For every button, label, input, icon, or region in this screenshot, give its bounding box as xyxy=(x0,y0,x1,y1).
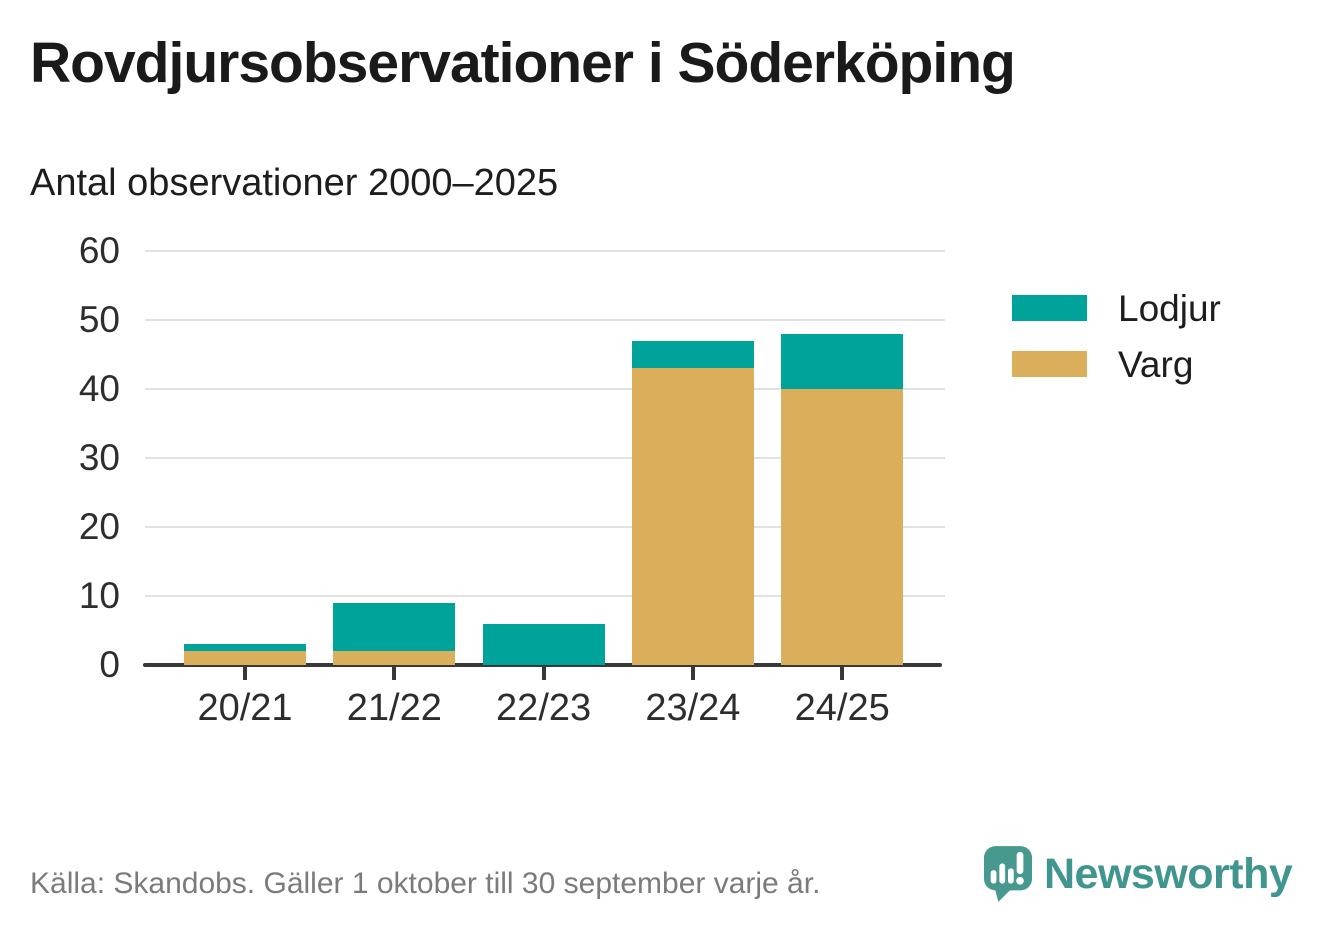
y-tick-label: 50 xyxy=(78,299,120,340)
y-tick-label: 10 xyxy=(78,575,120,616)
bar-varg-21-22 xyxy=(333,651,456,665)
bar-lodjur-24-25 xyxy=(781,333,904,389)
bar-lodjur-22-23 xyxy=(482,623,605,665)
y-tick-label: 40 xyxy=(78,368,120,409)
gridline-30 xyxy=(145,457,945,459)
y-tick-label: 30 xyxy=(78,437,120,478)
y-tick-label: 20 xyxy=(78,506,120,547)
legend-label: Lodjur xyxy=(1118,287,1221,329)
bar-lodjur-21-22 xyxy=(333,602,456,652)
x-axis-tick xyxy=(392,667,397,680)
bar-varg-24-25 xyxy=(781,389,904,665)
gridline-20 xyxy=(145,526,945,528)
brand-name: Newsworthy xyxy=(1044,850,1293,898)
x-tick-label: 24/25 xyxy=(794,687,890,729)
bar-lodjur-20-21 xyxy=(184,644,306,652)
brand-logo: Newsworthy xyxy=(983,845,1293,903)
bar-lodjur-23-24 xyxy=(631,340,754,369)
x-axis-line xyxy=(143,663,942,667)
y-tick-label: 60 xyxy=(78,230,120,271)
x-axis-tick xyxy=(243,667,247,680)
bar-varg-23-24 xyxy=(631,368,754,665)
x-tick-label: 20/21 xyxy=(197,687,293,729)
newsworthy-logo-icon xyxy=(983,846,1033,902)
legend-swatch-lodjur xyxy=(1012,295,1087,321)
x-axis-tick xyxy=(840,667,845,680)
x-tick-label: 22/23 xyxy=(496,687,592,729)
bar-varg-20-21 xyxy=(184,651,306,665)
chart-title: Rovdjursobservationer i Söderköping xyxy=(30,31,1016,95)
legend-item-lodjur: Lodjur xyxy=(1012,290,1221,327)
legend-label: Varg xyxy=(1118,343,1194,385)
x-tick-label: 21/22 xyxy=(346,687,442,729)
x-axis-tick xyxy=(541,667,546,680)
y-tick-label: 0 xyxy=(99,644,120,685)
plot-area: 0 10 20 30 40 50 60 20/21 21/22 22/23 23/24 24/25 xyxy=(79,232,945,727)
chart-subtitle: Antal observationer 2000–2025 xyxy=(30,162,559,204)
x-tick-label: 23/24 xyxy=(645,687,741,729)
gridline-10 xyxy=(145,595,945,597)
gridline-60 xyxy=(145,250,945,252)
source-note: Källa: Skandobs. Gäller 1 oktober till 3… xyxy=(30,867,821,900)
gridline-40 xyxy=(145,388,945,390)
legend-item-varg: Varg xyxy=(1012,346,1221,383)
x-axis-tick xyxy=(690,667,695,680)
gridline-50 xyxy=(145,319,945,321)
legend-swatch-varg xyxy=(1012,351,1087,377)
legend: Lodjur Varg xyxy=(1012,290,1221,407)
